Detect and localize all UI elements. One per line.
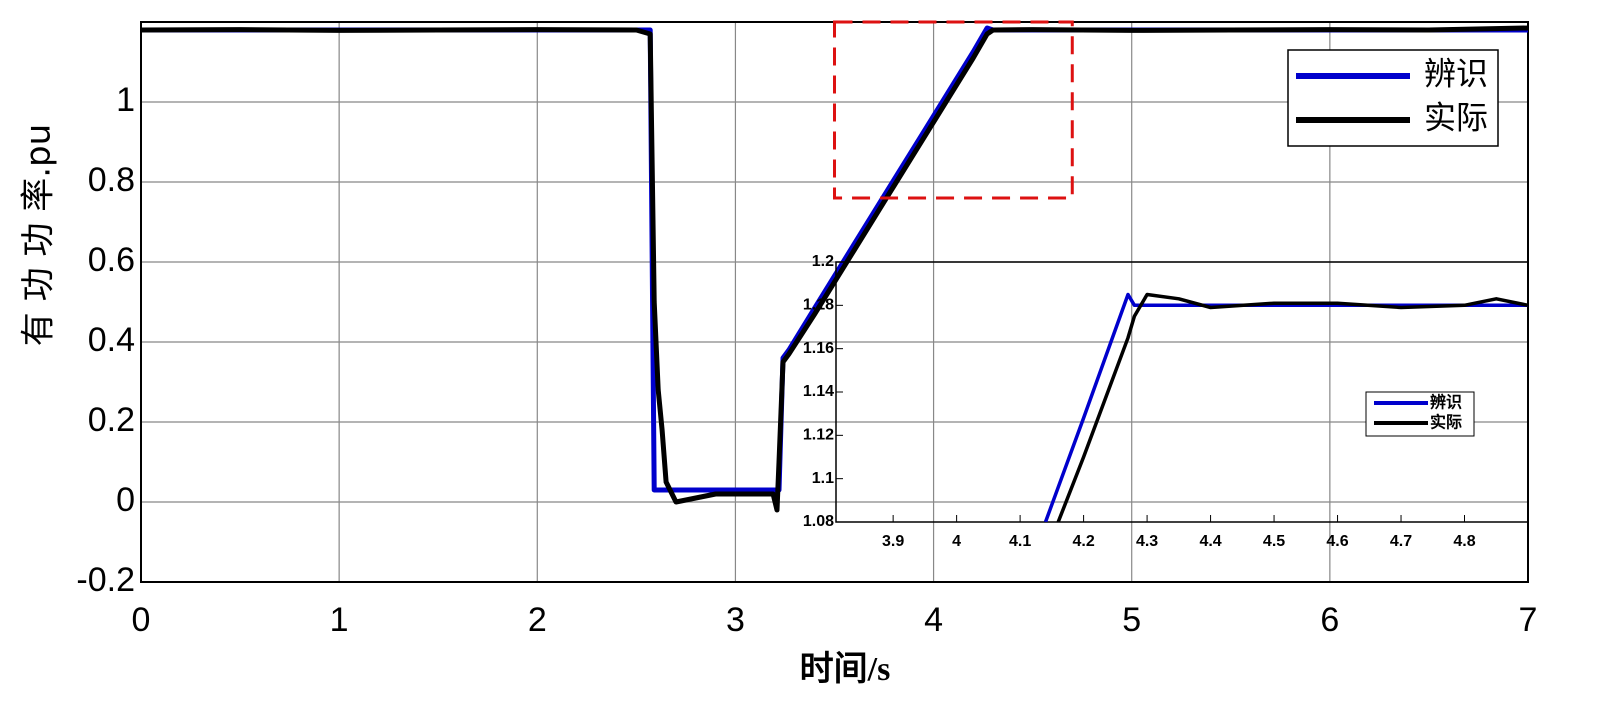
y-tick-label: 1.12: [803, 427, 834, 444]
legend-box: [1287, 49, 1499, 147]
x-tick-label: 3: [726, 601, 745, 639]
legend-label: 实际: [1424, 99, 1488, 137]
y-tick-label: 0.2: [88, 401, 135, 439]
y-tick-label: 1: [116, 81, 135, 119]
y-tick-label: 0: [116, 481, 135, 519]
x-tick-label: 4.5: [1263, 533, 1285, 550]
legend-label: 辨识: [1424, 55, 1488, 93]
x-tick-label: 4.3: [1136, 533, 1158, 550]
series-line: [1056, 292, 1528, 522]
series-group: [1043, 292, 1528, 522]
zoom-box: [833, 20, 1074, 200]
x-tick-label: 4: [952, 533, 961, 550]
legend-label: 实际: [1430, 413, 1462, 432]
x-tick-label: 5: [1122, 601, 1141, 639]
x-axis-title: 时间/s: [800, 650, 891, 688]
x-tick-label: 7: [1519, 601, 1538, 639]
legend-label: 辨识: [1430, 393, 1462, 412]
y-tick-label: 1.18: [803, 297, 834, 314]
y-tick-label: 0.4: [88, 321, 135, 359]
x-tick-label: 6: [1320, 601, 1339, 639]
y-tick-label: 0.6: [88, 241, 135, 279]
x-tick-label: 1: [330, 601, 349, 639]
x-tick-label: 4.4: [1199, 533, 1221, 550]
x-tick-label: 4.7: [1390, 533, 1412, 550]
x-tick-label: 3.9: [882, 533, 904, 550]
y-tick-label: 1.08: [803, 513, 834, 530]
x-tick-label: 2: [528, 601, 547, 639]
series-group: [141, 25, 1528, 513]
y-tick-label: 1.14: [803, 383, 834, 400]
x-tick-label: 4.6: [1326, 533, 1348, 550]
y-tick-label: 1.1: [812, 470, 834, 487]
x-tick-label: 4.1: [1009, 533, 1031, 550]
y-tick-label: 0.8: [88, 161, 135, 199]
y-tick-label: 1.16: [803, 340, 834, 357]
y-tick-label: -0.2: [76, 561, 135, 599]
series-line: [141, 25, 1528, 513]
legend-box: [1365, 391, 1475, 437]
x-tick-label: 0: [132, 601, 151, 639]
y-axis-title: 有 功 功 率.pu: [19, 124, 59, 346]
x-tick-label: 4: [924, 601, 943, 639]
x-tick-label: 4.8: [1453, 533, 1475, 550]
y-tick-label: 1.2: [812, 253, 834, 270]
x-tick-label: 4.2: [1072, 533, 1094, 550]
